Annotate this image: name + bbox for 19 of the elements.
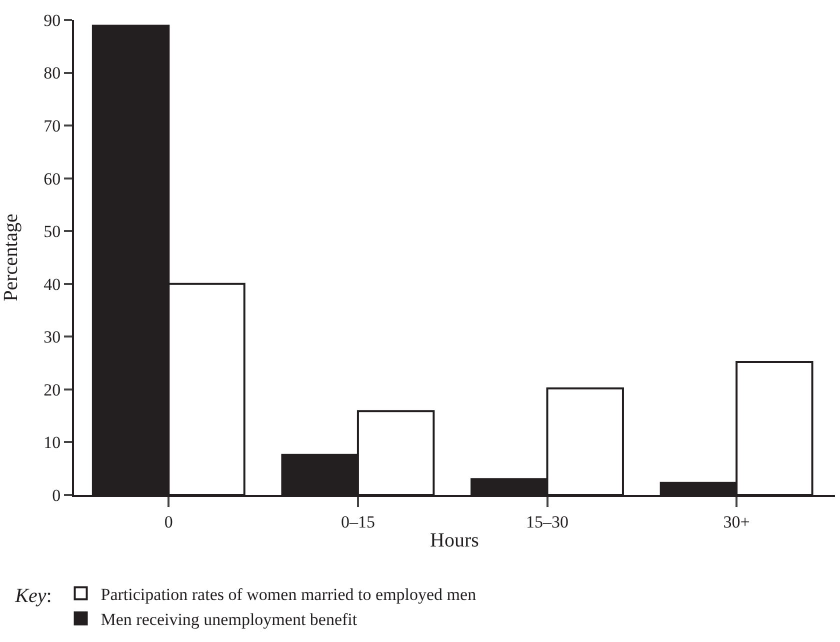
legend-label: Participation rates of women married to employed men	[100, 584, 477, 604]
x-tick-label: 0–15	[340, 512, 375, 532]
x-tick-label: 0	[164, 512, 173, 532]
y-tick-label: 70	[44, 116, 61, 136]
x-tick-label: 30+	[723, 512, 750, 532]
y-tick-label: 90	[44, 10, 61, 30]
y-tick-label: 10	[44, 433, 61, 452]
y-tick-label: 0	[52, 486, 61, 505]
legend-title: Key:	[14, 584, 52, 607]
y-tick-label: 60	[44, 169, 61, 188]
y-tick-label: 80	[44, 64, 61, 83]
legend-label: Men receiving unemployment benefit	[100, 610, 358, 630]
x-axis-title: Hours	[430, 529, 480, 552]
x-tick-label: 15–30	[526, 512, 569, 532]
y-tick-label: 40	[44, 274, 61, 294]
y-axis-title: Percentage	[0, 214, 22, 302]
y-tick-label: 20	[44, 380, 61, 400]
y-tick-label: 50	[44, 222, 61, 242]
y-tick-label: 30	[44, 328, 61, 347]
